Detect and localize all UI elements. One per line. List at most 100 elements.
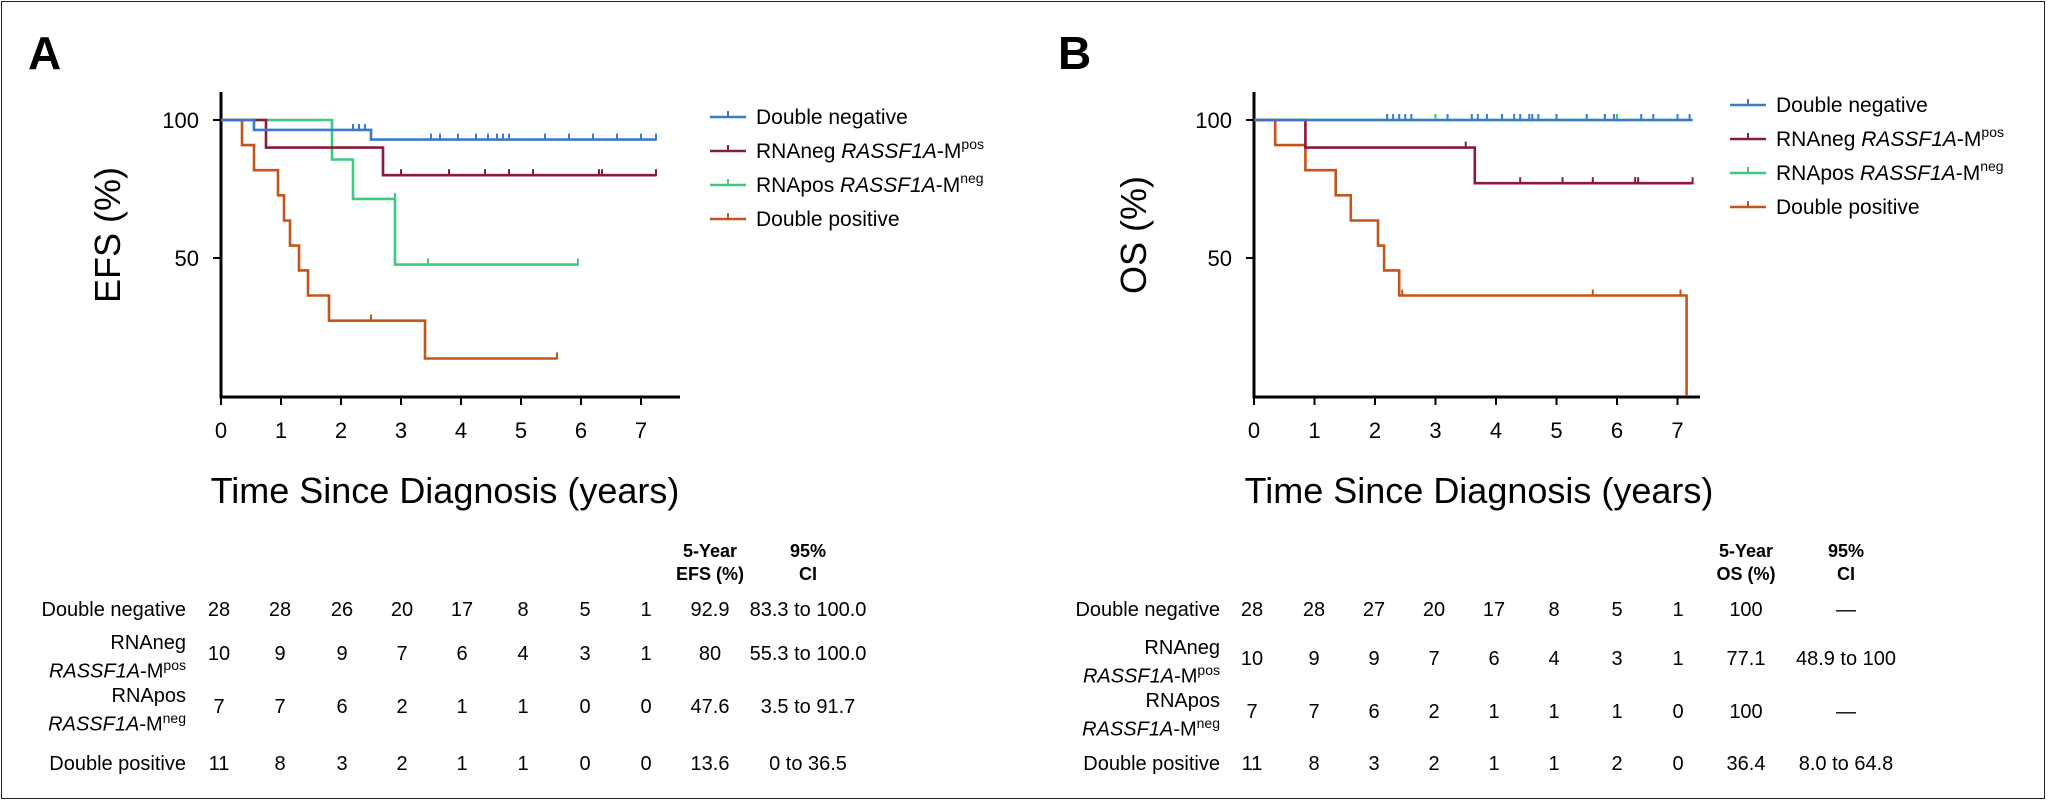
at-risk-count: 20 (1422, 599, 1446, 621)
at-risk-count: 10 (207, 643, 231, 665)
at-risk-count: 7 (1428, 648, 1440, 670)
x-tick-label: 0 (1248, 418, 1260, 443)
at-risk-count: 7 (1246, 701, 1258, 723)
x-tick-label: 3 (395, 418, 407, 443)
at-risk-count: 8 (274, 753, 286, 775)
legend-label: RNAneg RASSF1A-Mpos (1776, 124, 2004, 151)
at-risk-count: 3 (1611, 648, 1623, 670)
km-curve-dp (221, 118, 557, 360)
y-axis-title: EFS (%) (87, 167, 128, 303)
at-risk-count: 8 (1308, 753, 1320, 775)
five-year-rate: 92.9 (690, 599, 730, 621)
x-tick-label: 5 (515, 418, 527, 443)
at-risk-count: 1 (456, 753, 468, 775)
legend-label: Double positive (756, 208, 900, 231)
at-risk-count: 7 (396, 643, 408, 665)
header-rate: OS (%) (1716, 564, 1776, 584)
ci-value: 83.3 to 100.0 (749, 599, 867, 621)
y-axis-title: OS (%) (1113, 176, 1154, 294)
at-risk-count: 1 (1488, 753, 1500, 775)
at-risk-count: 27 (1362, 599, 1386, 621)
at-risk-count: 1 (1488, 701, 1500, 723)
km-curve-rnaneg (1254, 118, 1693, 185)
panel-a: A 0 1 2 3 4 5 6 7 100 50 EFS (%) Time Since Diagnos… (28, 27, 984, 775)
at-risk-count: 28 (268, 599, 292, 621)
legend-label: RNApos RASSF1A-Mneg (1776, 158, 2004, 185)
row-label: RNAneg (110, 632, 186, 654)
at-risk-count: 26 (330, 599, 354, 621)
x-tick-label: 6 (1611, 418, 1623, 443)
at-risk-count: 1 (1548, 753, 1560, 775)
x-tick-label: 2 (1369, 418, 1381, 443)
at-risk-count: 4 (1548, 648, 1560, 670)
at-risk-count: 0 (1672, 753, 1684, 775)
at-risk-count: 5 (579, 599, 591, 621)
y-tick-label: 100 (1195, 108, 1232, 133)
at-risk-count: 6 (1488, 648, 1500, 670)
legend-label: RNAneg RASSF1A-Mpos (756, 136, 984, 163)
at-risk-count: 0 (640, 753, 652, 775)
y-tick-label: 50 (175, 246, 199, 271)
at-risk-count: 28 (207, 599, 231, 621)
at-risk-count: 6 (336, 696, 348, 718)
legend-label: Double positive (1776, 196, 1920, 219)
at-risk-count: 8 (1548, 599, 1560, 621)
ci-value: — (1836, 701, 1856, 723)
legend-label: Double negative (1776, 94, 1928, 117)
row-label: Double positive (49, 753, 186, 775)
at-risk-count: 5 (1611, 599, 1623, 621)
km-curve-dp (1254, 118, 1688, 396)
header-rate: EFS (%) (675, 564, 744, 584)
at-risk-count: 1 (1672, 599, 1684, 621)
at-risk-count: 17 (450, 599, 474, 621)
row-label: RASSF1A-Mneg (48, 710, 186, 736)
x-tick-label: 4 (1490, 418, 1502, 443)
at-risk-count: 6 (1368, 701, 1380, 723)
km-curve-rnapos (221, 118, 578, 266)
ci-value: 8.0 to 64.8 (1798, 753, 1894, 775)
row-label: RASSF1A-Mpos (1082, 662, 1220, 688)
header-ci: CI (1837, 564, 1855, 584)
five-year-rate: 36.4 (1726, 753, 1766, 775)
x-tick-label: 0 (215, 418, 227, 443)
header-rate: 5-Year (682, 541, 738, 561)
x-tick-label: 7 (635, 418, 647, 443)
at-risk-count: 4 (517, 643, 529, 665)
row-label: RASSF1A-Mpos (48, 657, 186, 683)
x-tick-label: 3 (1429, 418, 1441, 443)
at-risk-count: 1 (1548, 701, 1560, 723)
at-risk-count: 7 (1308, 701, 1320, 723)
at-risk-count: 28 (1240, 599, 1264, 621)
y-tick-label: 50 (1208, 246, 1232, 271)
header-ci: 95% (789, 541, 827, 561)
five-year-rate: 80 (698, 643, 722, 665)
ci-value: 3.5 to 91.7 (760, 696, 856, 718)
at-risk-count: 9 (336, 643, 348, 665)
at-risk-count: 1 (1611, 701, 1623, 723)
at-risk-count: 2 (396, 753, 408, 775)
at-risk-count: 28 (1302, 599, 1326, 621)
row-label: RNAneg (1144, 637, 1220, 659)
ci-value: 48.9 to 100 (1795, 648, 1897, 670)
row-label: RNApos (1145, 690, 1220, 712)
x-axis-title: Time Since Diagnosis (years) (211, 470, 680, 511)
panel-label: A (28, 27, 62, 79)
header-rate: 5-Year (1718, 541, 1774, 561)
legend-label: RNApos RASSF1A-Mneg (756, 170, 984, 197)
row-label: RNApos (111, 685, 186, 707)
panel-label: B (1058, 27, 1092, 79)
x-tick-label: 6 (575, 418, 587, 443)
at-risk-count: 9 (274, 643, 286, 665)
at-risk-count: 20 (390, 599, 414, 621)
header-ci: CI (799, 564, 817, 584)
five-year-rate: 77.1 (1726, 648, 1766, 670)
at-risk-count: 3 (336, 753, 348, 775)
x-tick-label: 7 (1671, 418, 1683, 443)
five-year-rate: 13.6 (690, 753, 730, 775)
at-risk-count: 0 (579, 753, 591, 775)
five-year-rate: 100 (1729, 599, 1763, 621)
legend-label: Double negative (756, 106, 908, 129)
at-risk-count: 0 (579, 696, 591, 718)
x-tick-label: 4 (455, 418, 467, 443)
